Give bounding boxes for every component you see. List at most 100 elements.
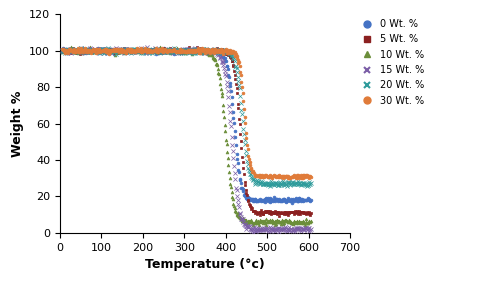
Point [238, 187, 246, 191]
Point [172, 49, 179, 53]
Point [149, 49, 157, 53]
Point [243, 159, 251, 164]
Point [133, 49, 141, 53]
Point [98, 49, 106, 53]
Point [62, 50, 70, 54]
Point [101, 47, 109, 52]
Point [116, 50, 124, 54]
Point [138, 50, 146, 55]
Point [238, 216, 246, 221]
Point [95, 49, 103, 53]
Point [68, 49, 76, 53]
Point [222, 129, 230, 133]
Point [118, 49, 126, 54]
Point [108, 49, 116, 53]
Point [71, 49, 79, 54]
Point [100, 49, 108, 54]
Point [182, 47, 190, 51]
Point [240, 193, 248, 197]
Point [106, 48, 114, 52]
Point [152, 47, 160, 52]
Point [58, 47, 66, 52]
Point [160, 48, 168, 53]
Point [236, 132, 244, 137]
Point [88, 49, 96, 54]
Point [120, 48, 128, 53]
Point [240, 115, 248, 120]
Point [186, 49, 194, 53]
Point [200, 48, 208, 52]
Point [204, 48, 212, 53]
Point [106, 48, 114, 53]
Point [164, 49, 172, 53]
Point [94, 47, 102, 51]
Point [223, 49, 231, 54]
Point [74, 50, 82, 54]
Point [106, 49, 114, 54]
Point [100, 48, 108, 53]
Point [240, 138, 248, 142]
Point [70, 46, 78, 51]
Point [118, 49, 126, 53]
Point [270, 211, 278, 216]
Point [244, 224, 252, 229]
Point [264, 199, 272, 203]
Point [290, 227, 298, 231]
Point [88, 48, 96, 53]
Point [186, 47, 194, 51]
Point [266, 182, 274, 186]
Point [246, 218, 254, 223]
Point [142, 48, 150, 53]
Point [71, 48, 79, 53]
Point [279, 176, 287, 181]
Point [178, 48, 186, 53]
Point [218, 59, 226, 63]
Point [300, 181, 308, 186]
Point [295, 220, 303, 224]
Point [122, 47, 130, 51]
Point [98, 48, 106, 53]
Point [301, 223, 309, 228]
Point [168, 47, 176, 52]
Point [148, 48, 156, 53]
Point [89, 49, 97, 53]
Point [278, 174, 286, 179]
Point [210, 49, 218, 54]
Point [212, 49, 220, 53]
Point [118, 47, 126, 51]
Point [298, 181, 306, 186]
Point [118, 47, 126, 52]
Point [295, 211, 303, 215]
Point [279, 219, 287, 224]
Point [118, 49, 126, 53]
Point [234, 102, 242, 106]
Point [234, 214, 242, 218]
Point [91, 48, 99, 53]
Point [108, 48, 116, 52]
Point [160, 48, 168, 52]
Point [261, 209, 269, 214]
Point [296, 220, 304, 224]
Point [213, 48, 221, 52]
Point [194, 50, 202, 55]
Point [80, 48, 88, 53]
Point [275, 197, 283, 202]
Point [212, 51, 220, 55]
Point [290, 173, 298, 178]
Point [172, 47, 180, 52]
Point [252, 226, 260, 230]
Point [276, 219, 283, 224]
Point [274, 182, 282, 187]
Point [250, 178, 258, 183]
Point [260, 174, 268, 179]
Point [162, 49, 170, 54]
Point [266, 210, 274, 215]
Point [98, 49, 106, 54]
Point [144, 49, 152, 53]
Point [167, 49, 175, 53]
Point [300, 174, 308, 178]
Point [281, 210, 289, 214]
Point [306, 181, 314, 186]
Point [146, 47, 154, 51]
Point [140, 47, 148, 52]
